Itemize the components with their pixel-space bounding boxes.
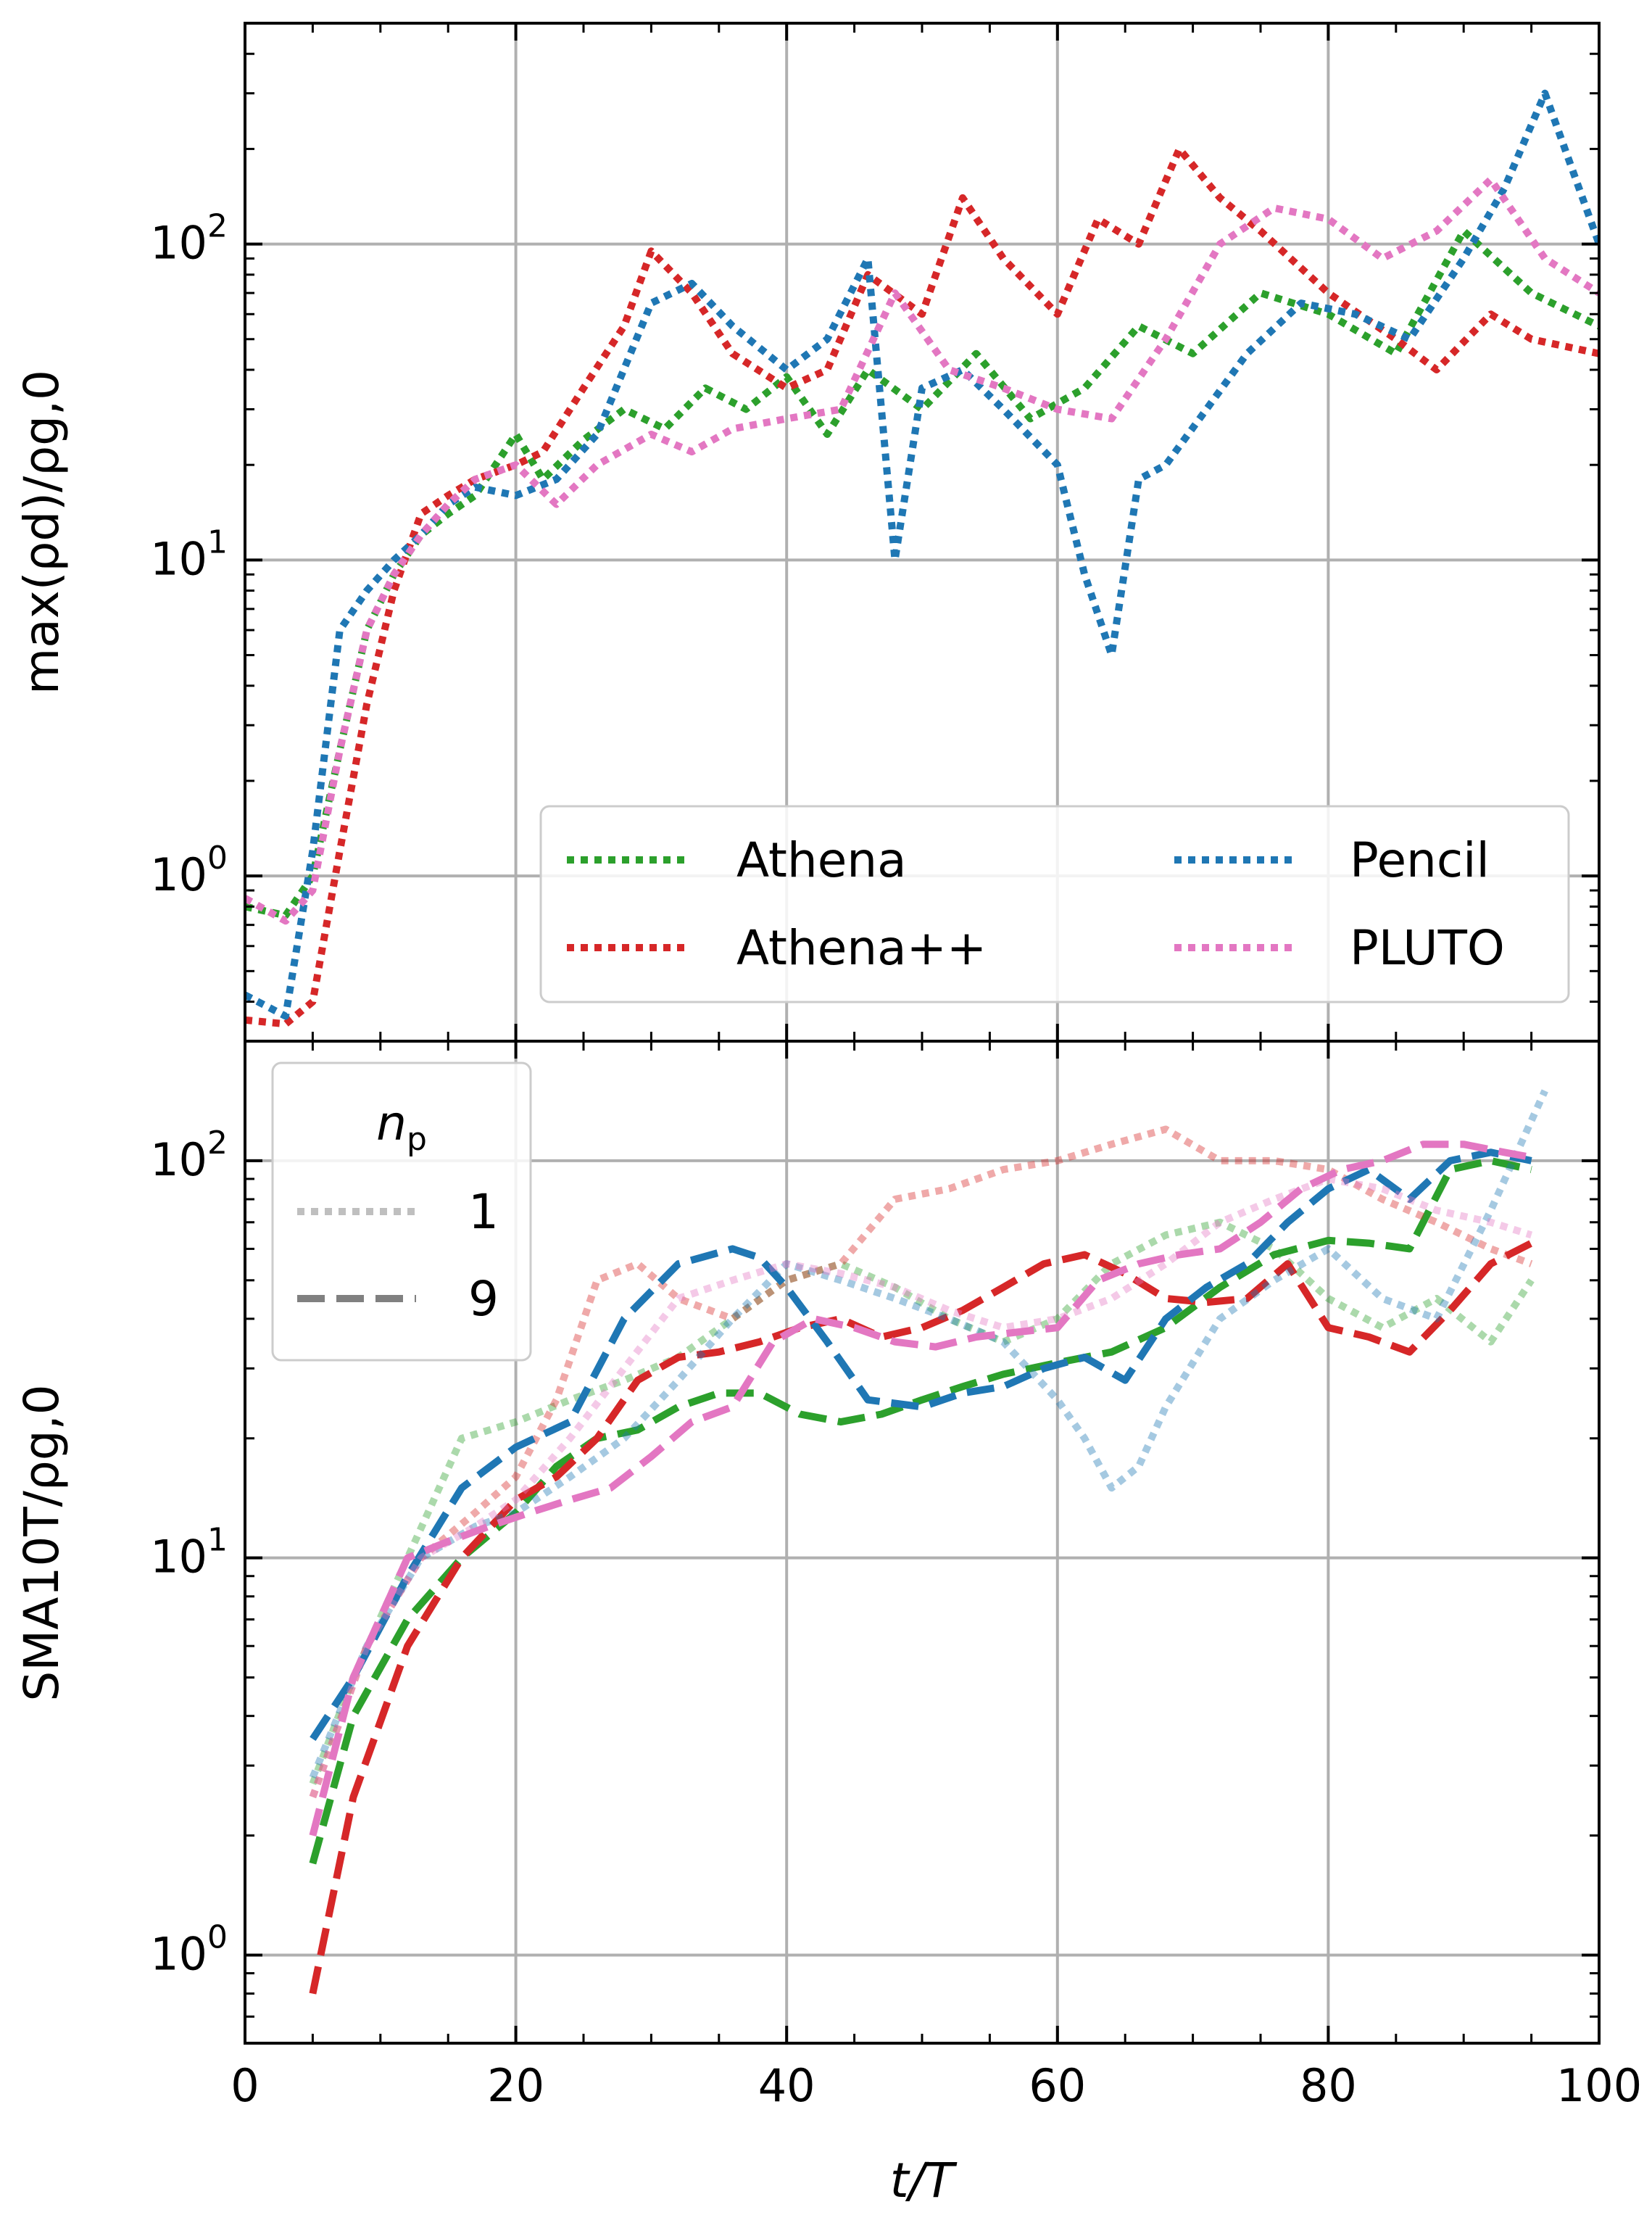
series-athenapp [245,145,1599,1028]
series-athenapp-np9 [309,1240,1533,1995]
legend-label-np9: 9 [468,1271,499,1327]
top-y-tick-labels: 100 101 102 [150,208,228,902]
y-tick-label: 101 [150,1522,228,1584]
bottom-plot-frame [244,1040,1601,2045]
bottom-ylabel-base: SMA10T/ρg,0 [14,1384,70,1701]
top-panel: 100 101 102 max(ρd)/ρg,0 Athena Athena++ P… [14,22,1601,1043]
top-ylabel-base: max(ρd)/ρg,0 [14,370,70,695]
y-tick-label: 101 [150,523,228,585]
x-tick-label: 60 [1029,2059,1086,2112]
bottom-y-tick-labels: 100 101 102 [150,1125,228,1981]
series-pluto-np1 [309,1175,1533,1799]
x-tick-label: 0 [231,2059,259,2112]
x-tick-label: 100 [1556,2059,1642,2112]
legend-label-np1: 1 [468,1184,499,1240]
legend-label-athena: Athena [736,832,907,888]
x-tick-label: 80 [1300,2059,1357,2112]
y-tick-label: 102 [150,208,228,270]
legend-label-pluto: PLUTO [1350,920,1505,976]
series-pluto-np9 [309,1141,1532,1837]
y-tick-label: 100 [150,840,228,901]
top-legend-box [539,805,1570,1003]
legend-label-athenapp: Athena++ [736,920,987,976]
y-tick-label: 102 [150,1125,228,1186]
legend-title-np: np [376,1096,427,1158]
bottom-panel: 100 101 102 0 20 40 60 80 100 SMA10T/ρg,0 t/T n… [14,1040,1642,2208]
top-legend: Athena Athena++ Pencil PLUTO [539,805,1570,1003]
x-axis-label: t/T [890,2153,958,2208]
top-y-axis-label: max(ρd)/ρg,0 [14,370,70,695]
bottom-legend: np 1 9 [271,1061,532,1362]
series-pencil-np1 [309,1089,1548,1779]
x-tick-label: 40 [758,2059,815,2112]
series-athenapp-np1 [309,1125,1533,1799]
bottom-series [309,1089,1548,1995]
series-athena-np1 [309,1218,1535,1785]
series-pencil-np9 [310,1148,1532,1742]
bottom-ticks [244,1040,1601,2045]
x-tick-label: 20 [487,2059,544,2112]
bottom-legend-box [271,1061,532,1362]
top-series [245,89,1599,1028]
y-tick-label: 100 [150,1918,228,1980]
series-pluto [245,175,1599,925]
bottom-y-axis-label: SMA10T/ρg,0 [14,1384,70,1701]
x-tick-labels: 0 20 40 60 80 100 [231,2059,1642,2112]
legend-label-pencil: Pencil [1350,832,1490,888]
